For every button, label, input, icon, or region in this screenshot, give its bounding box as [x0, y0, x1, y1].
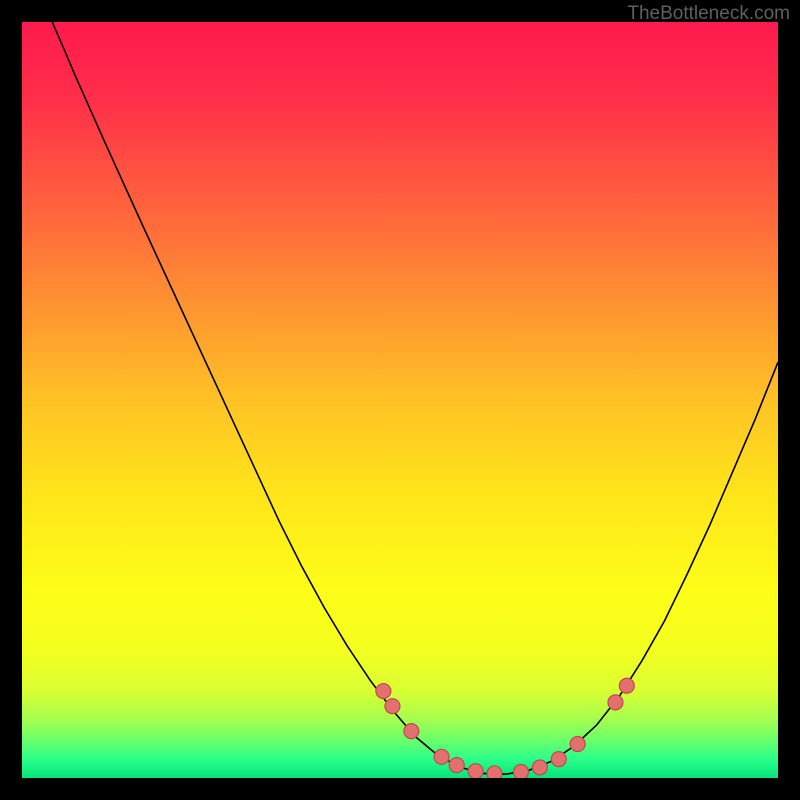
- watermark-text: TheBottleneck.com: [627, 3, 790, 25]
- data-marker: [434, 749, 449, 764]
- plot-area: [22, 22, 778, 778]
- chart-frame: TheBottleneck.com: [0, 0, 800, 800]
- data-marker: [376, 684, 391, 699]
- data-marker: [385, 699, 400, 714]
- data-marker: [570, 736, 585, 751]
- data-marker: [487, 766, 502, 778]
- data-marker: [513, 764, 528, 778]
- data-marker: [449, 758, 464, 773]
- data-marker: [619, 678, 634, 693]
- data-marker: [404, 724, 419, 739]
- data-marker: [468, 764, 483, 778]
- scatter-markers: [22, 22, 778, 778]
- data-marker: [551, 752, 566, 767]
- data-marker: [608, 695, 623, 710]
- data-marker: [532, 760, 547, 775]
